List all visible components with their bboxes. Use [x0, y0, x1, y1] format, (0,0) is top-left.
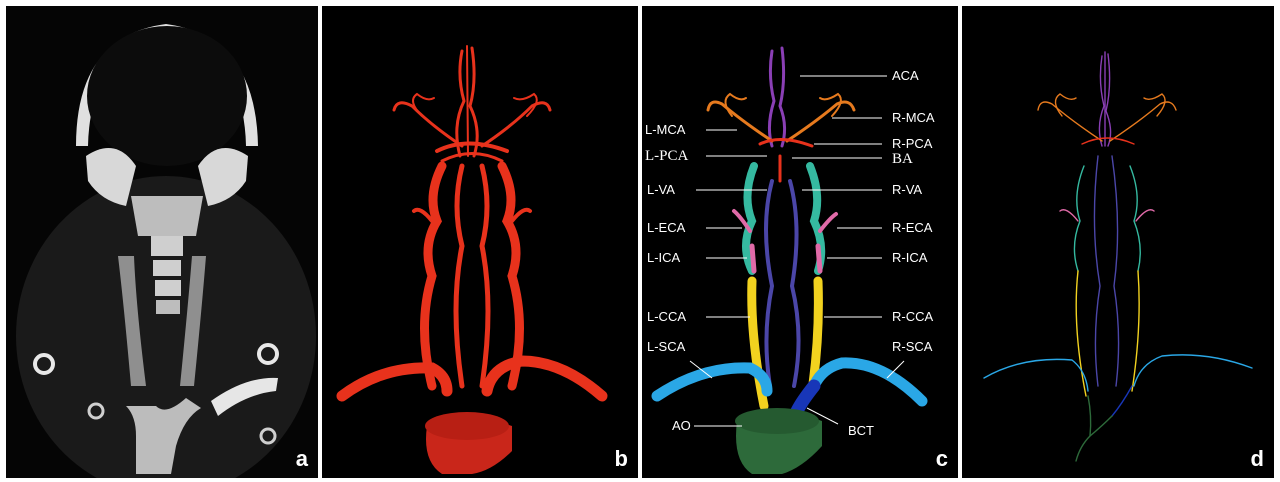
panel-a-ct-slice: a	[6, 6, 318, 478]
label-r-sca: R-SCA	[892, 339, 933, 354]
label-r-ica: R-ICA	[892, 250, 928, 265]
label-l-mca: L-MCA	[645, 122, 686, 137]
label-l-pca: L-PCA	[645, 148, 689, 164]
panel-label-d: d	[1250, 446, 1264, 471]
vessel-tree-red	[336, 45, 608, 474]
label-l-eca: L-ECA	[647, 220, 686, 235]
label-ba: BA	[892, 151, 913, 167]
label-ao: AO	[672, 418, 691, 433]
label-l-sca: L-SCA	[647, 339, 686, 354]
label-r-va: R-VA	[892, 182, 923, 197]
label-bct: BCT	[848, 423, 874, 438]
panel-label-c: c	[935, 446, 948, 471]
vessel-centerlines	[983, 51, 1253, 462]
label-aca: ACA	[892, 68, 919, 83]
panel-label-b: b	[614, 446, 628, 471]
label-l-va: L-VA	[647, 182, 675, 197]
ct-slice-image	[6, 6, 318, 478]
label-l-cca: L-CCA	[647, 309, 687, 324]
panel-d-centerlines: d	[962, 6, 1274, 478]
label-r-pca: R-PCA	[892, 136, 933, 151]
label-l-ica: L-ICA	[647, 250, 681, 265]
panel-label-a: a	[295, 446, 308, 471]
label-r-cca: R-CCA	[892, 309, 934, 324]
vessel-tree-labeled	[651, 46, 928, 474]
panel-c-labeled-vessels: L-MCA L-PCA L-VA L-ECA L-ICA L-CCA L-SCA…	[642, 6, 958, 478]
panel-b-3d-vessels: b	[322, 6, 638, 478]
label-r-mca: R-MCA	[892, 110, 935, 125]
label-r-eca: R-ECA	[892, 220, 933, 235]
